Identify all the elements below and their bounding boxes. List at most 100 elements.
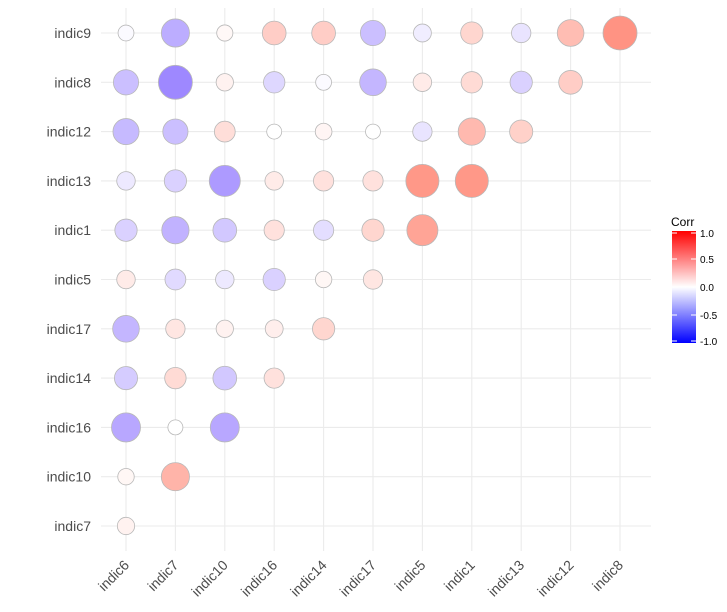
legend-ticks: 1.0 0.5 0.0 -0.5 -1.0 bbox=[672, 229, 718, 348]
corr-point: indic9 × indic1: 0.25 bbox=[460, 21, 484, 45]
x-tick-label: indic8 bbox=[589, 557, 626, 594]
corr-point: indic12 × indic7: -0.35 bbox=[162, 118, 189, 145]
y-tick-label: indic7 bbox=[54, 518, 91, 534]
legend-tick-label: -0.5 bbox=[700, 311, 718, 322]
corr-point: indic12 × indic5: -0.15 bbox=[412, 121, 433, 142]
corr-point: indic9 × indic7: -0.45 bbox=[160, 18, 190, 48]
corr-point: indic9 × indic13: -0.15 bbox=[511, 22, 532, 44]
corr-point: indic7 × indic6: 0.08 bbox=[116, 516, 136, 536]
corr-point: indic12 × indic17: 0 bbox=[365, 123, 381, 140]
corr-point: indic8 × indic13: -0.25 bbox=[509, 70, 533, 94]
corr-point: indic10 × indic6: 0.05 bbox=[117, 468, 135, 486]
corr-point: indic8 × indic12: 0.3 bbox=[558, 70, 583, 95]
corr-point: indic13 × indic10: -0.55 bbox=[208, 164, 241, 197]
corr-point: indic12 × indic6: -0.38 bbox=[112, 118, 140, 146]
x-tick-label: indic16 bbox=[238, 557, 281, 600]
corr-point: indic5 × indic14: 0.05 bbox=[314, 270, 333, 289]
corr-point: indic12 × indic13: 0.28 bbox=[509, 119, 534, 144]
corr-point: indic9 × indic8: 0.65 bbox=[602, 15, 638, 51]
corr-point: indic5 × indic6: 0.12 bbox=[116, 269, 136, 290]
corr-point: indic17 × indic16: 0.1 bbox=[264, 319, 284, 339]
corr-point: indic16 × indic6: -0.48 bbox=[111, 412, 141, 443]
corr-point: indic1 × indic16: 0.18 bbox=[263, 219, 285, 241]
corr-point: indic9 × indic14: 0.3 bbox=[311, 20, 336, 46]
y-tick-label: indic8 bbox=[54, 74, 91, 90]
x-tick-label: indic10 bbox=[188, 557, 231, 600]
corr-point: indic16 × indic10: -0.48 bbox=[209, 412, 240, 443]
corr-point: indic8 × indic1: 0.22 bbox=[460, 71, 483, 94]
correlation-points: indic9 × indic6: -0.03 indic9 × indic7: -… bbox=[111, 15, 638, 536]
corr-point: indic5 × indic10: -0.12 bbox=[215, 269, 235, 290]
corr-point: indic10 × indic7: 0.45 bbox=[160, 462, 190, 492]
legend-tick-label: 1.0 bbox=[700, 229, 714, 240]
corr-point: indic13 × indic7: -0.25 bbox=[163, 169, 187, 193]
corr-point: indic17 × indic7: 0.15 bbox=[165, 318, 186, 339]
corr-point: indic8 × indic5: 0.12 bbox=[412, 72, 433, 92]
corr-point: indic13 × indic1: 0.62 bbox=[454, 163, 489, 198]
corr-point: indic16 × indic7: 0 bbox=[167, 419, 184, 436]
corr-point: indic13 × indic6: -0.12 bbox=[116, 171, 136, 191]
corr-point: indic17 × indic10: 0.08 bbox=[215, 319, 234, 338]
corr-point: indic5 × indic7: -0.2 bbox=[164, 268, 187, 291]
y-tick-label: indic5 bbox=[54, 272, 91, 288]
legend-tick-label: 0.0 bbox=[700, 283, 714, 294]
corr-point: indic13 × indic16: 0.12 bbox=[264, 171, 284, 191]
y-axis-labels: indic9 indic8 indic12 indic13 indic1 indic5 in… bbox=[47, 25, 92, 534]
corr-point: indic8 × indic17: -0.4 bbox=[359, 68, 387, 97]
x-tick-label: indic17 bbox=[336, 557, 379, 600]
corr-point: indic8 × indic10: 0.08 bbox=[215, 73, 234, 92]
corr-point: indic9 × indic5: -0.1 bbox=[413, 23, 432, 43]
corr-point: indic14 × indic7: 0.22 bbox=[164, 366, 187, 390]
y-tick-label: indic1 bbox=[54, 222, 91, 238]
corr-point: indic1 × indic10: -0.3 bbox=[212, 217, 238, 243]
corr-point: indic9 × indic12: 0.4 bbox=[556, 19, 585, 47]
y-tick-label: indic9 bbox=[54, 25, 91, 41]
x-axis-labels: indic6 indic7 indic10 indic16 indic14 indic17… bbox=[95, 557, 626, 600]
corr-point: indic13 × indic14: 0.18 bbox=[313, 170, 335, 192]
x-tick-label: indic5 bbox=[391, 557, 428, 594]
x-tick-label: indic12 bbox=[534, 557, 577, 600]
corr-point: indic14 × indic16: 0.18 bbox=[263, 367, 285, 389]
corr-point: indic1 × indic17: 0.25 bbox=[361, 218, 385, 242]
legend-title: Corr bbox=[671, 215, 694, 229]
corr-point: indic9 × indic16: 0.3 bbox=[261, 20, 287, 46]
corr-point: indic8 × indic6: -0.35 bbox=[112, 69, 140, 96]
corr-point: indic12 × indic1: 0.42 bbox=[457, 117, 486, 146]
corr-point: indic9 × indic6: -0.03 bbox=[117, 24, 135, 42]
corr-point: indic8 × indic14: -0.03 bbox=[315, 73, 332, 91]
corr-point: indic1 × indic14: -0.18 bbox=[313, 219, 335, 241]
corr-point: indic12 × indic16: 0 bbox=[266, 123, 283, 140]
corr-point: indic5 × indic16: -0.25 bbox=[262, 267, 286, 292]
y-tick-label: indic16 bbox=[47, 419, 92, 435]
corr-point: indic1 × indic7: -0.42 bbox=[161, 216, 190, 245]
x-tick-label: indic1 bbox=[441, 557, 478, 594]
x-tick-label: indic6 bbox=[95, 557, 132, 594]
y-tick-label: indic10 bbox=[47, 469, 92, 485]
corr-point: indic5 × indic17: 0.15 bbox=[362, 269, 384, 290]
corr-point: indic9 × indic10: 0.04 bbox=[216, 24, 234, 42]
y-tick-label: indic14 bbox=[47, 370, 92, 386]
corr-point: indic13 × indic17: 0.18 bbox=[362, 170, 384, 192]
corr-point: indic13 × indic5: 0.62 bbox=[405, 163, 440, 198]
corr-point: indic17 × indic14: 0.25 bbox=[312, 317, 336, 341]
corr-point: indic1 × indic6: -0.25 bbox=[114, 218, 138, 242]
corr-point: indic12 × indic10: 0.2 bbox=[213, 120, 236, 143]
y-tick-label: indic17 bbox=[47, 321, 92, 337]
corr-point: indic8 × indic16: -0.22 bbox=[263, 71, 286, 94]
corr-point: indic12 × indic14: 0.06 bbox=[314, 122, 333, 141]
legend-tick-label: -1.0 bbox=[700, 337, 718, 348]
corr-point: indic1 × indic5: 0.55 bbox=[406, 214, 439, 247]
x-tick-label: indic7 bbox=[144, 557, 181, 594]
x-tick-label: indic14 bbox=[287, 557, 330, 600]
corr-point: indic9 × indic17: -0.35 bbox=[359, 19, 387, 47]
x-tick-label: indic13 bbox=[485, 557, 528, 600]
corr-point: indic14 × indic10: -0.3 bbox=[212, 365, 238, 391]
y-tick-label: indic13 bbox=[47, 173, 92, 189]
corr-point: indic17 × indic6: -0.4 bbox=[112, 315, 140, 343]
y-tick-label: indic12 bbox=[47, 124, 92, 140]
legend: Corr 1.0 0.5 0.0 -0.5 -1.0 bbox=[671, 215, 718, 348]
corr-point: indic14 × indic6: -0.28 bbox=[114, 366, 138, 391]
corr-point: indic8 × indic7: -0.65 bbox=[157, 64, 193, 100]
legend-tick-label: 0.5 bbox=[700, 255, 714, 266]
